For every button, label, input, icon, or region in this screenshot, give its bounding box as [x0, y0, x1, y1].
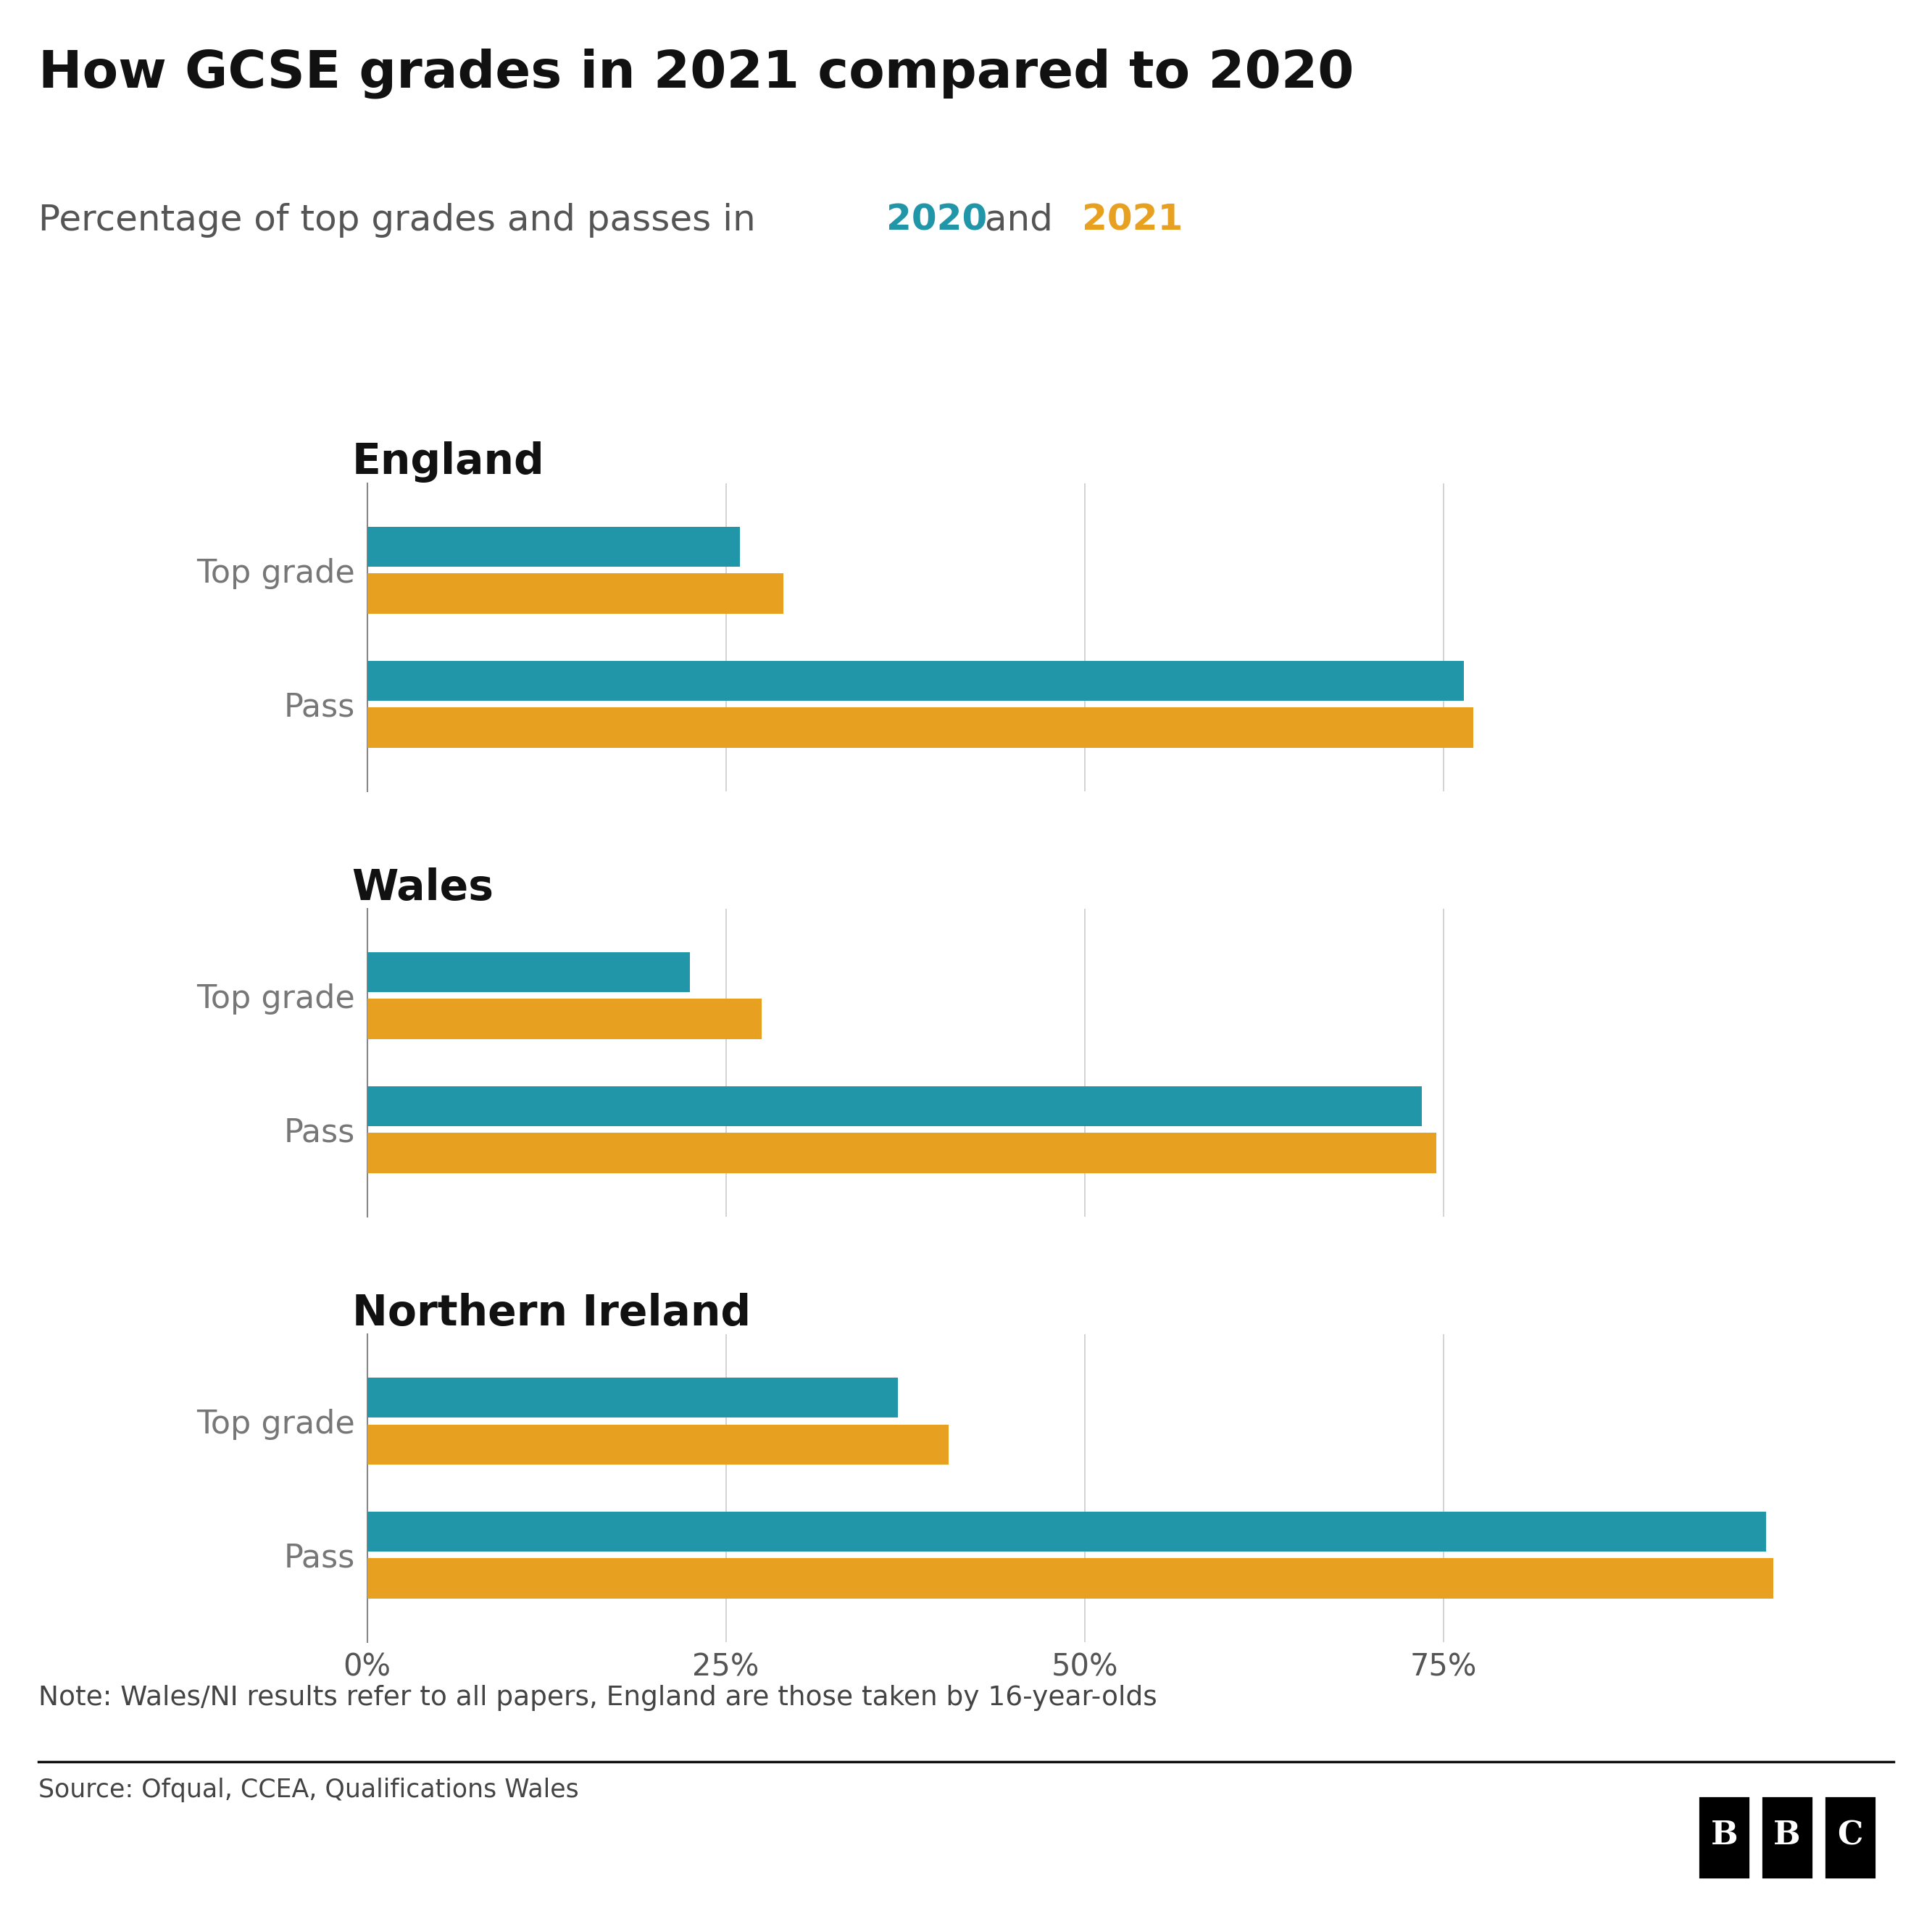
Bar	[367, 1424, 949, 1464]
Text: and: and	[974, 203, 1065, 238]
Bar	[367, 527, 740, 566]
Text: Percentage of top grades and passes in: Percentage of top grades and passes in	[39, 203, 767, 238]
Bar	[367, 661, 1464, 701]
Text: England: England	[352, 442, 545, 483]
FancyBboxPatch shape	[1824, 1795, 1876, 1880]
Bar	[367, 1511, 1766, 1551]
Text: How GCSE grades in 2021 compared to 2020: How GCSE grades in 2021 compared to 2020	[39, 48, 1354, 99]
Bar	[367, 574, 782, 614]
Bar	[367, 1378, 898, 1418]
Text: B: B	[1710, 1820, 1739, 1851]
Text: 2021: 2021	[1082, 203, 1182, 238]
Bar	[367, 707, 1474, 748]
Text: Wales: Wales	[352, 867, 495, 908]
Text: 2020: 2020	[887, 203, 987, 238]
Bar	[367, 1132, 1435, 1173]
Text: B: B	[1774, 1820, 1801, 1851]
FancyBboxPatch shape	[1762, 1795, 1814, 1880]
Bar	[367, 1559, 1774, 1598]
Text: Note: Wales/NI results refer to all papers, England are those taken by 16-year-o: Note: Wales/NI results refer to all pape…	[39, 1685, 1157, 1712]
Bar	[367, 1086, 1422, 1126]
Text: Source: Ofqual, CCEA, Qualifications Wales: Source: Ofqual, CCEA, Qualifications Wal…	[39, 1777, 580, 1803]
Bar	[367, 952, 690, 993]
Text: Northern Ireland: Northern Ireland	[352, 1293, 752, 1333]
Bar	[367, 999, 761, 1039]
FancyBboxPatch shape	[1698, 1795, 1750, 1880]
Text: C: C	[1837, 1820, 1862, 1851]
